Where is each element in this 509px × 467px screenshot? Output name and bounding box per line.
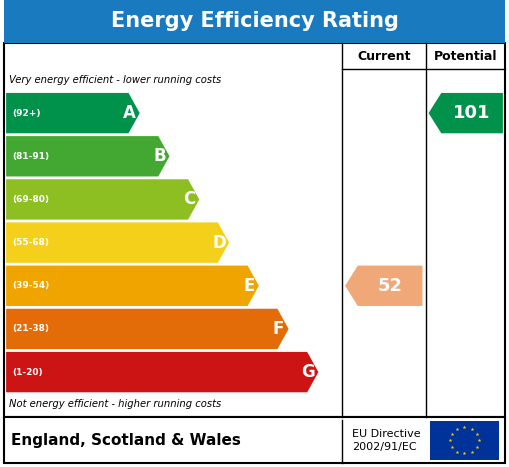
Text: E: E [243, 277, 254, 295]
Text: Very energy efficient - lower running costs: Very energy efficient - lower running co… [9, 75, 221, 85]
Text: (1-20): (1-20) [12, 368, 43, 376]
Text: 52: 52 [378, 277, 403, 295]
Text: C: C [183, 191, 195, 208]
Bar [430, 421, 499, 460]
Text: Current: Current [357, 50, 411, 63]
Polygon shape [6, 352, 319, 392]
Polygon shape [6, 136, 169, 177]
Text: 101: 101 [454, 104, 491, 122]
Text: G: G [301, 363, 315, 381]
Text: D: D [212, 234, 226, 252]
Bar [4, 417, 505, 463]
Text: B: B [153, 147, 166, 165]
Polygon shape [429, 93, 503, 133]
Text: Energy Efficiency Rating: Energy Efficiency Rating [110, 12, 399, 31]
Text: A: A [123, 104, 136, 122]
Text: (21-38): (21-38) [12, 325, 49, 333]
Text: Potential: Potential [434, 50, 497, 63]
Text: (81-91): (81-91) [12, 152, 49, 161]
Polygon shape [6, 266, 259, 306]
Text: (92+): (92+) [12, 109, 41, 118]
Text: EU Directive
2002/91/EC: EU Directive 2002/91/EC [352, 429, 421, 453]
Text: (55-68): (55-68) [12, 238, 49, 247]
Polygon shape [6, 179, 200, 219]
Text: (39-54): (39-54) [12, 281, 49, 290]
Polygon shape [6, 222, 229, 263]
Polygon shape [6, 309, 289, 349]
Polygon shape [345, 266, 422, 306]
Text: F: F [273, 320, 284, 338]
Bar [4, 43, 505, 417]
Bar [4, 0, 505, 43]
Text: England, Scotland & Wales: England, Scotland & Wales [11, 433, 241, 448]
Text: Not energy efficient - higher running costs: Not energy efficient - higher running co… [9, 399, 221, 409]
Polygon shape [6, 93, 139, 133]
Text: (69-80): (69-80) [12, 195, 49, 204]
